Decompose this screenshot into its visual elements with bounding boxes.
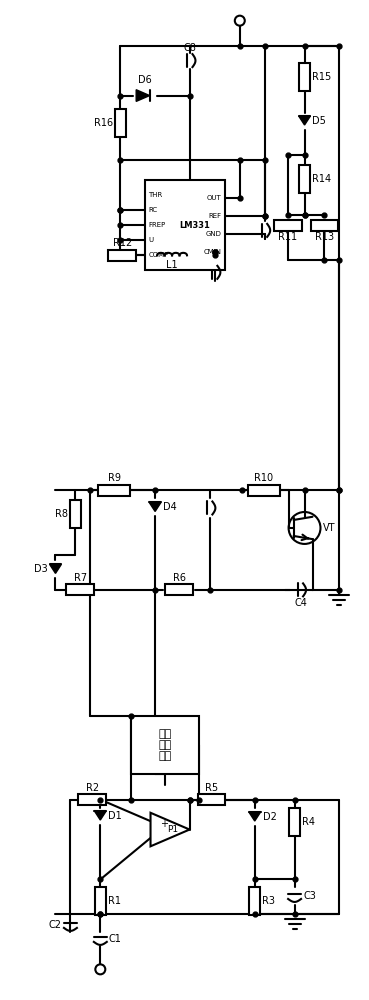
Bar: [115, 109, 126, 137]
Text: C2: C2: [49, 920, 62, 930]
Bar: [66, 584, 94, 595]
Bar: [78, 794, 106, 805]
Text: 带通: 带通: [158, 729, 172, 739]
Bar: [249, 887, 260, 915]
Text: VT: VT: [323, 523, 335, 533]
Text: R15: R15: [312, 72, 331, 82]
Polygon shape: [94, 811, 106, 820]
Text: D3: D3: [34, 564, 48, 574]
Bar: [299, 165, 310, 193]
Text: P1: P1: [167, 825, 178, 834]
Bar: [131, 716, 199, 774]
Bar: [274, 220, 301, 231]
Bar: [95, 887, 106, 915]
Text: LM331: LM331: [180, 221, 210, 230]
Text: 电路: 电路: [158, 751, 172, 761]
Text: R11: R11: [278, 232, 297, 242]
Text: D6: D6: [138, 75, 152, 85]
Bar: [108, 250, 136, 261]
Text: R12: R12: [113, 238, 132, 248]
Text: COMP: COMP: [148, 252, 168, 258]
Text: D1: D1: [108, 811, 122, 821]
Polygon shape: [136, 90, 150, 101]
Text: R4: R4: [302, 817, 315, 827]
Bar: [197, 794, 225, 805]
Text: REF: REF: [209, 213, 222, 219]
Polygon shape: [149, 502, 161, 511]
Bar: [165, 584, 193, 595]
Polygon shape: [151, 813, 190, 846]
Text: THR: THR: [148, 192, 162, 198]
Text: R7: R7: [74, 573, 87, 583]
Text: +: +: [161, 819, 169, 829]
Text: U: U: [148, 237, 153, 243]
Bar: [299, 63, 310, 91]
Text: C8: C8: [183, 43, 196, 53]
Text: D5: D5: [313, 116, 326, 126]
Bar: [289, 808, 300, 836]
Text: C3: C3: [303, 891, 316, 901]
Bar: [145, 180, 225, 270]
Text: RC: RC: [148, 207, 157, 213]
Text: L1: L1: [166, 260, 178, 270]
Text: R14: R14: [312, 174, 331, 184]
Text: R10: R10: [254, 473, 273, 483]
Text: R8: R8: [55, 509, 68, 519]
Text: R9: R9: [108, 473, 121, 483]
Text: FREP: FREP: [148, 222, 165, 228]
Polygon shape: [50, 564, 61, 573]
Text: 滤波: 滤波: [158, 740, 172, 750]
Text: OUT: OUT: [207, 195, 222, 201]
Bar: [70, 500, 81, 528]
Text: R5: R5: [205, 783, 218, 793]
Text: R13: R13: [315, 232, 334, 242]
Text: D4: D4: [163, 502, 177, 512]
Text: R1: R1: [108, 896, 121, 906]
Text: R6: R6: [173, 573, 186, 583]
Polygon shape: [249, 812, 261, 821]
Polygon shape: [299, 116, 310, 125]
Text: R16: R16: [94, 118, 113, 128]
Bar: [248, 485, 280, 496]
Bar: [98, 485, 130, 496]
Text: C4: C4: [294, 598, 307, 608]
Text: D2: D2: [263, 812, 276, 822]
Text: R2: R2: [86, 783, 99, 793]
Text: CMIN: CMIN: [204, 249, 222, 255]
Text: GND: GND: [206, 231, 222, 237]
Text: C1: C1: [109, 934, 122, 944]
Text: R3: R3: [262, 896, 275, 906]
Bar: [311, 220, 338, 231]
